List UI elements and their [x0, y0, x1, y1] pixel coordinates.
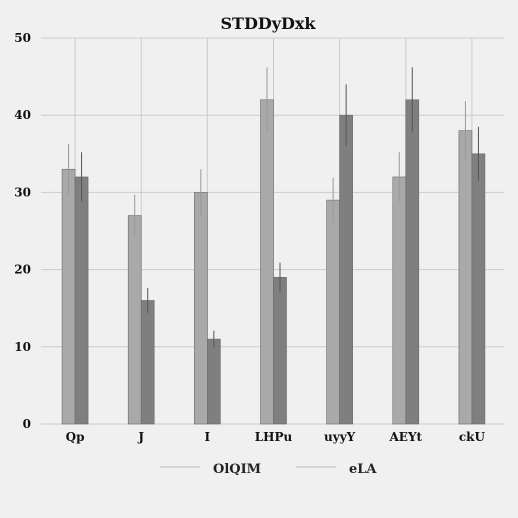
x-tick-label: LHPu — [255, 430, 293, 444]
bar-eLA-I — [207, 338, 221, 425]
bar-eLA-ckU — [471, 153, 486, 425]
bar-OlQIM-LHPu — [260, 99, 274, 425]
bars — [61, 67, 486, 425]
y-axis-ticks: 0 10 20 30 40 50 — [14, 31, 31, 431]
y-tick-label: 40 — [14, 108, 31, 122]
legend-label-eLA: eLA — [349, 462, 377, 477]
bar-eLA-J — [140, 300, 155, 425]
bar-OlQIM-AEYt — [392, 176, 407, 425]
x-tick-label: uyyY — [324, 430, 356, 444]
bar-OlQIM-J — [127, 215, 142, 425]
x-tick-label: Qp — [66, 430, 85, 444]
x-tick-label: J — [137, 430, 144, 444]
y-tick-label: 10 — [14, 340, 31, 354]
bar-OlQIM-I — [194, 192, 208, 425]
x-tick-label: I — [205, 430, 211, 444]
chart-title: STDDyDxk — [220, 14, 316, 33]
bar-eLA-uyyY — [339, 114, 353, 425]
y-tick-label: 30 — [14, 185, 31, 199]
bar-OlQIM-ckU — [458, 130, 473, 425]
bar-OlQIM-Qp — [61, 168, 76, 425]
x-tick-label: ckU — [459, 430, 486, 444]
bar-eLA-LHPu — [273, 277, 287, 425]
y-tick-label: 20 — [14, 263, 31, 277]
legend-label-OlQIM: OlQIM — [213, 462, 261, 477]
bar-OlQIM-uyyY — [326, 199, 340, 425]
bar-eLA-AEYt — [405, 99, 420, 425]
y-tick-label: 0 — [23, 417, 31, 431]
x-axis-ticks: Qp J I LHPu uyyY AEYt ckU — [66, 430, 486, 444]
x-tick-label: AEYt — [388, 430, 422, 444]
legend: OlQIM eLA — [160, 462, 377, 477]
bar-eLA-Qp — [74, 176, 89, 425]
y-tick-label: 50 — [14, 31, 31, 45]
